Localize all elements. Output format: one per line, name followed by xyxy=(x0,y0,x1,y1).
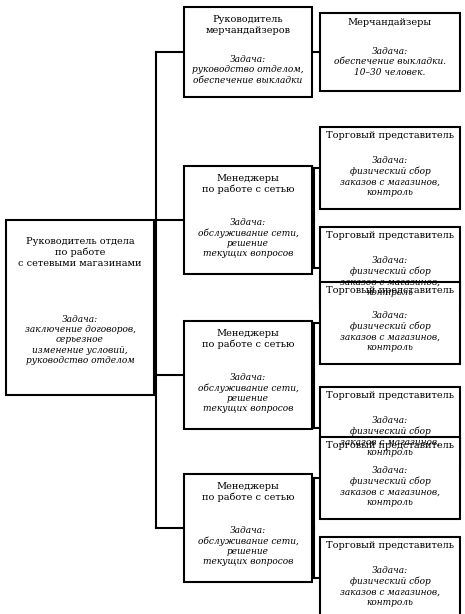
Text: Задача:
физический сбор
заказов с магазинов,
контроль: Задача: физический сбор заказов с магази… xyxy=(340,256,440,297)
Text: Задача:
физический сбор
заказов с магазинов,
контроль: Задача: физический сбор заказов с магази… xyxy=(340,311,440,352)
Text: Задача:
руководство отделом,
обеспечение выкладки: Задача: руководство отделом, обеспечение… xyxy=(192,55,304,85)
Text: Задача:
обслуживание сети,
решение
текущих вопросов: Задача: обслуживание сети, решение текущ… xyxy=(198,526,299,566)
Text: Руководитель
мерчандайзеров: Руководитель мерчандайзеров xyxy=(206,15,291,35)
Text: Менеджеры
по работе с сетью: Менеджеры по работе с сетью xyxy=(202,174,294,194)
Text: Задача:
физический сбор
заказов с магазинов,
контроль: Задача: физический сбор заказов с магази… xyxy=(340,156,440,196)
Text: Задача:
заключение договоров,
серьезное
изменение условий,
руководство отделом: Задача: заключение договоров, серьезное … xyxy=(25,314,135,365)
Text: Задача:
обеспечение выкладки.
10–30 человек.: Задача: обеспечение выкладки. 10–30 чело… xyxy=(334,47,446,77)
Text: Задача:
обслуживание сети,
решение
текущих вопросов: Задача: обслуживание сети, решение текущ… xyxy=(198,373,299,413)
Text: Задача:
физический сбор
заказов с магазинов,
контроль: Задача: физический сбор заказов с магази… xyxy=(340,565,440,607)
FancyBboxPatch shape xyxy=(320,282,460,364)
FancyBboxPatch shape xyxy=(184,474,312,582)
FancyBboxPatch shape xyxy=(320,437,460,519)
Text: Задача:
обслуживание сети,
решение
текущих вопросов: Задача: обслуживание сети, решение текущ… xyxy=(198,217,299,258)
FancyBboxPatch shape xyxy=(184,7,312,97)
FancyBboxPatch shape xyxy=(320,13,460,91)
Text: Мерчандайзеры: Мерчандайзеры xyxy=(348,18,432,27)
FancyBboxPatch shape xyxy=(184,321,312,429)
Text: Торговый представитель: Торговый представитель xyxy=(326,131,454,140)
FancyBboxPatch shape xyxy=(320,537,460,614)
Text: Задача:
физический сбор
заказов с магазинов,
контроль: Задача: физический сбор заказов с магази… xyxy=(340,466,440,507)
Text: Руководитель отдела
по работе
с сетевыми магазинами: Руководитель отдела по работе с сетевыми… xyxy=(18,237,142,268)
Text: Задача:
физический сбор
заказов с магазинов,
контроль: Задача: физический сбор заказов с магази… xyxy=(340,416,440,457)
Text: Торговый представитель: Торговый представитель xyxy=(326,231,454,239)
Text: Менеджеры
по работе с сетью: Менеджеры по работе с сетью xyxy=(202,482,294,502)
Text: Торговый представитель: Торговый представитель xyxy=(326,541,454,550)
Text: Торговый представитель: Торговый представитель xyxy=(326,391,454,400)
FancyBboxPatch shape xyxy=(320,387,460,469)
Text: Торговый представитель: Торговый представитель xyxy=(326,286,454,295)
FancyBboxPatch shape xyxy=(320,227,460,309)
Text: Менеджеры
по работе с сетью: Менеджеры по работе с сетью xyxy=(202,329,294,349)
FancyBboxPatch shape xyxy=(6,219,154,395)
FancyBboxPatch shape xyxy=(184,166,312,274)
FancyBboxPatch shape xyxy=(320,127,460,209)
Text: Торговый представитель: Торговый представитель xyxy=(326,441,454,449)
